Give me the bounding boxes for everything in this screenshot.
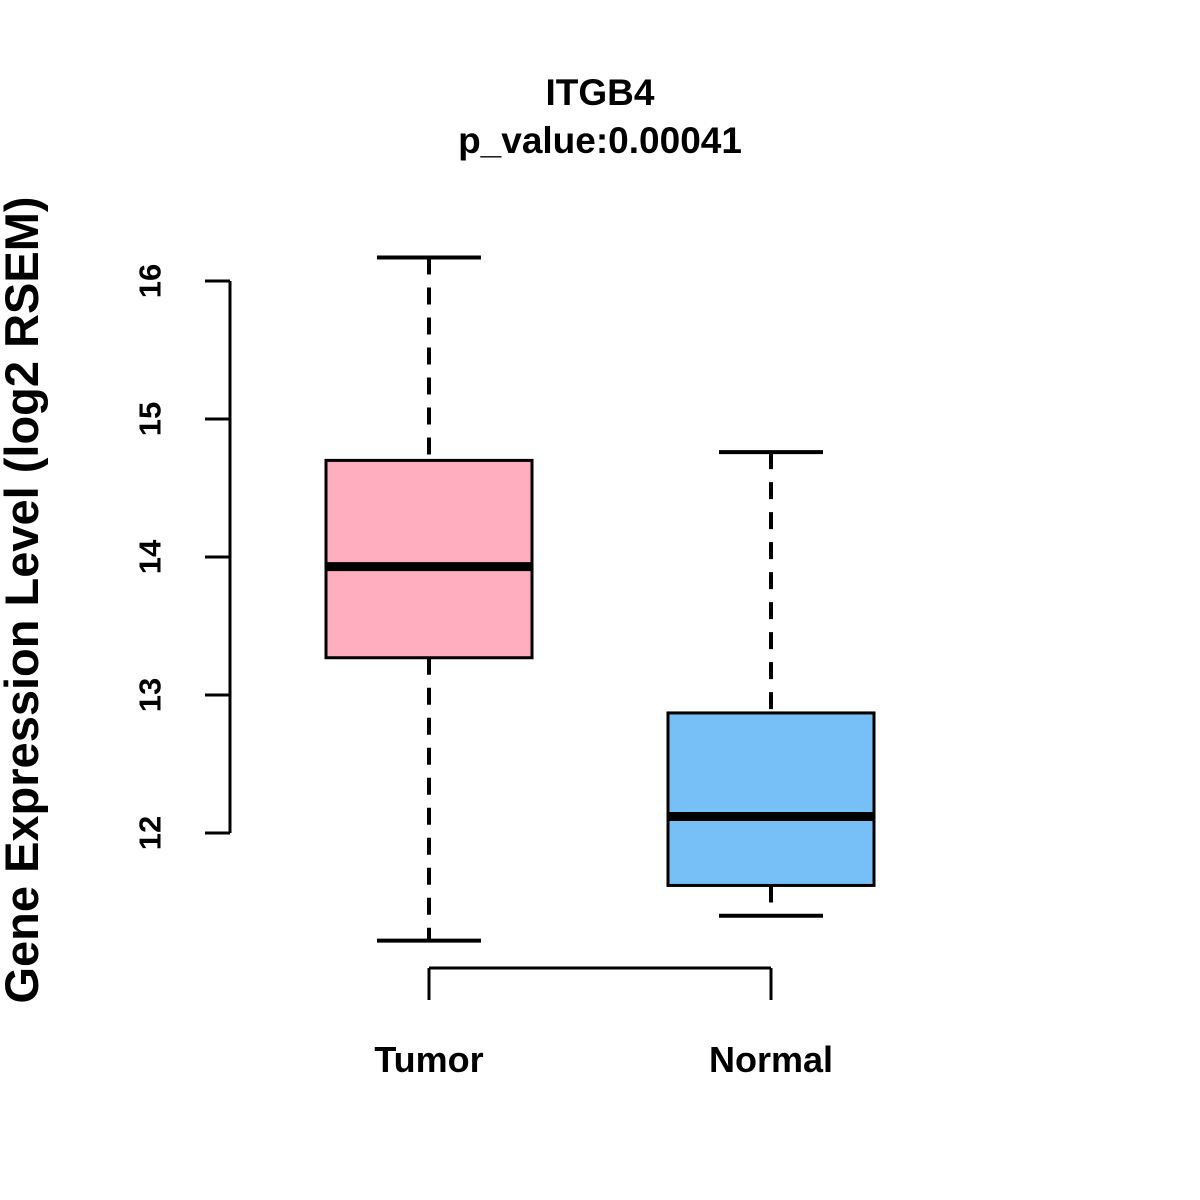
- y-tick-label-16: 16: [133, 264, 168, 298]
- chart-subtitle-pvalue: p_value:0.00041: [458, 120, 742, 161]
- y-tick-label-14: 14: [133, 539, 168, 574]
- y-axis: 12 13 14 15 16: [133, 264, 232, 850]
- x-axis-labels: Tumor Normal: [374, 1039, 833, 1080]
- y-tick-label-12: 12: [133, 816, 168, 850]
- normal-boxplot: [666, 450, 876, 918]
- x-axis: [427, 966, 773, 1000]
- x-label-normal: Normal: [709, 1039, 833, 1080]
- normal-iqr-box: [666, 711, 876, 887]
- tumor-boxplot: [324, 255, 534, 943]
- boxplot-series: [324, 255, 876, 943]
- y-tick-label-15: 15: [133, 402, 168, 436]
- y-tick-label-13: 13: [133, 678, 168, 712]
- y-axis-title: Gene Expression Level (log2 RSEM): [0, 196, 48, 1003]
- tumor-iqr-box: [324, 458, 534, 660]
- x-label-tumor: Tumor: [374, 1039, 483, 1080]
- chart-title: ITGB4: [546, 72, 655, 113]
